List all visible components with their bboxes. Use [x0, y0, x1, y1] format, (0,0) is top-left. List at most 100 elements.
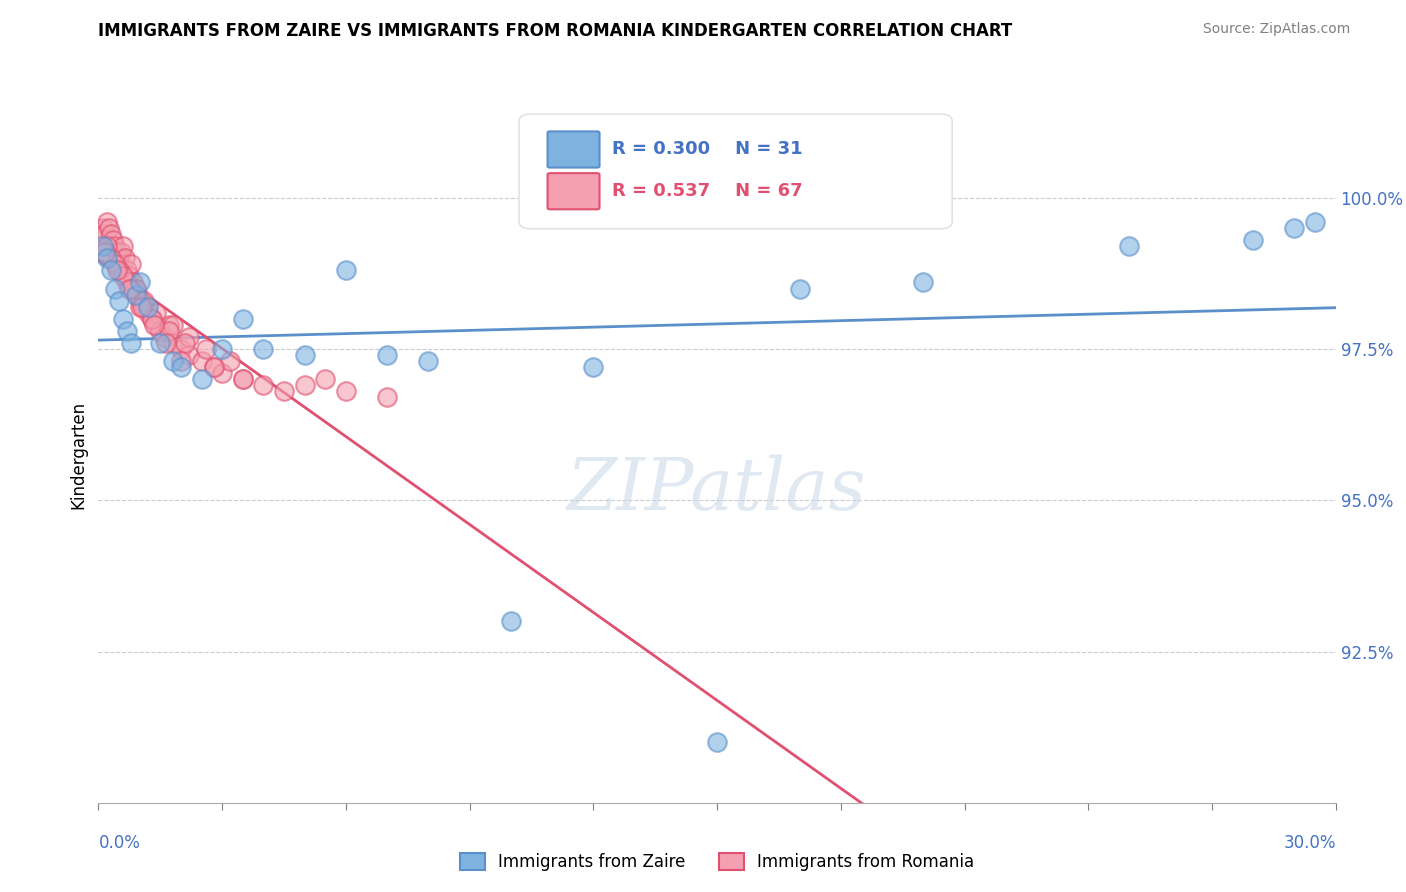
Point: [155, 336, 177, 351]
Point: [100, 252, 122, 266]
Point: [100, 263, 122, 277]
Point: [418, 354, 440, 368]
Point: [89, 233, 111, 247]
Point: [335, 384, 357, 399]
Text: 0.0%: 0.0%: [98, 834, 141, 852]
Point: [120, 281, 142, 295]
Text: Source: ZipAtlas.com: Source: ZipAtlas.com: [1202, 22, 1350, 37]
Point: [145, 318, 167, 332]
Point: [105, 263, 128, 277]
Point: [1284, 221, 1306, 235]
Point: [202, 360, 225, 375]
Point: [335, 263, 357, 277]
Point: [211, 342, 233, 356]
Point: [117, 324, 139, 338]
Point: [162, 354, 184, 368]
Point: [706, 735, 728, 749]
Point: [179, 348, 201, 362]
Point: [1241, 233, 1264, 247]
Point: [91, 221, 114, 235]
Point: [202, 360, 225, 375]
Point: [127, 287, 149, 301]
Point: [294, 378, 316, 392]
Point: [162, 336, 184, 351]
FancyBboxPatch shape: [519, 114, 952, 229]
Point: [128, 276, 150, 290]
Legend: Immigrants from Zaire, Immigrants from Romania: Immigrants from Zaire, Immigrants from R…: [453, 847, 981, 878]
Point: [114, 252, 136, 266]
Point: [93, 227, 115, 241]
Text: 30.0%: 30.0%: [1284, 834, 1336, 852]
Y-axis label: Kindergarten: Kindergarten: [69, 401, 87, 509]
Point: [149, 336, 172, 351]
Point: [912, 276, 935, 290]
Point: [128, 300, 150, 314]
Point: [112, 239, 135, 253]
Point: [789, 281, 811, 295]
Point: [91, 239, 114, 253]
Point: [96, 252, 118, 266]
Point: [104, 281, 127, 295]
Point: [112, 269, 135, 284]
Point: [118, 281, 141, 295]
Point: [96, 239, 118, 253]
Point: [108, 252, 131, 266]
Point: [170, 360, 193, 375]
Point: [219, 354, 242, 368]
Point: [93, 245, 115, 260]
Point: [118, 269, 141, 284]
Point: [124, 281, 146, 295]
Point: [232, 311, 254, 326]
Point: [232, 372, 254, 386]
Point: [117, 276, 139, 290]
Point: [190, 354, 212, 368]
Point: [252, 378, 274, 392]
Point: [101, 233, 124, 247]
Point: [143, 318, 166, 332]
Point: [112, 311, 135, 326]
Point: [104, 257, 127, 271]
Point: [232, 372, 254, 386]
Point: [145, 306, 167, 320]
Point: [174, 336, 197, 351]
Point: [105, 245, 128, 260]
Point: [131, 300, 153, 314]
FancyBboxPatch shape: [547, 131, 599, 168]
Point: [136, 300, 159, 314]
Point: [132, 300, 155, 314]
Point: [96, 215, 118, 229]
Point: [120, 257, 142, 271]
Point: [117, 263, 139, 277]
Point: [141, 311, 163, 326]
Point: [294, 348, 316, 362]
Point: [157, 318, 180, 332]
Point: [122, 276, 145, 290]
Point: [110, 245, 132, 260]
Point: [124, 281, 146, 295]
Point: [1118, 239, 1140, 253]
Point: [153, 330, 176, 344]
Point: [132, 293, 155, 308]
Point: [124, 287, 146, 301]
Point: [170, 354, 193, 368]
Point: [375, 348, 398, 362]
Point: [194, 342, 217, 356]
Point: [141, 311, 163, 326]
Point: [190, 372, 212, 386]
Point: [211, 366, 233, 380]
Point: [314, 372, 336, 386]
Point: [120, 336, 142, 351]
Point: [128, 293, 150, 308]
Point: [100, 227, 122, 241]
Text: ZIPatlas: ZIPatlas: [567, 454, 868, 525]
Text: IMMIGRANTS FROM ZAIRE VS IMMIGRANTS FROM ROMANIA KINDERGARTEN CORRELATION CHART: IMMIGRANTS FROM ZAIRE VS IMMIGRANTS FROM…: [98, 22, 1012, 40]
Point: [108, 293, 131, 308]
Point: [582, 360, 605, 375]
Point: [149, 324, 172, 338]
Point: [157, 324, 180, 338]
Point: [170, 342, 193, 356]
Text: R = 0.300    N = 31: R = 0.300 N = 31: [612, 140, 803, 158]
Point: [252, 342, 274, 356]
Point: [97, 221, 120, 235]
Point: [162, 318, 184, 332]
